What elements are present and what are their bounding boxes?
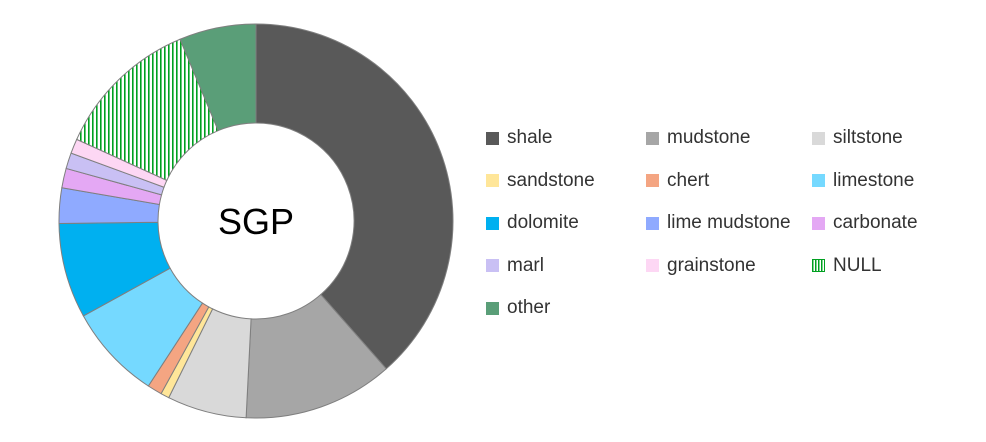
legend-item-other: other — [486, 294, 646, 322]
legend-swatch — [646, 259, 659, 272]
legend-label: lime mudstone — [667, 212, 791, 233]
legend-swatch — [646, 216, 659, 230]
legend-item-carbonate: carbonate — [812, 209, 942, 237]
legend-swatch — [486, 216, 499, 230]
legend-label: siltstone — [833, 127, 903, 148]
legend-swatch — [486, 174, 499, 187]
slice-shale — [255, 23, 454, 370]
slice-other — [179, 23, 257, 132]
legend-label: marl — [507, 254, 544, 276]
legend-swatch — [812, 131, 825, 145]
legend-label: grainstone — [667, 254, 756, 276]
legend-swatch — [486, 131, 499, 145]
legend-label: shale — [507, 127, 553, 148]
legend-item-sandstone: sandstone — [486, 167, 646, 195]
legend-item-chert: chert — [646, 167, 812, 195]
legend-label: mudstone — [667, 127, 751, 148]
legend-item-marl: marl — [486, 252, 646, 280]
legend-swatch — [646, 174, 659, 187]
legend-swatch — [646, 131, 659, 145]
legend: shale mudstone siltstone sandstone chert lime… — [486, 124, 942, 337]
legend-swatch — [486, 259, 499, 272]
legend-item-siltstone: siltstone — [812, 124, 942, 152]
donut-chart: SGP — [58, 23, 454, 419]
legend-label: NULL — [833, 254, 882, 276]
legend-swatch — [486, 301, 499, 315]
legend-label: chert — [667, 169, 710, 191]
legend-item-shale: shale — [486, 124, 646, 152]
legend-swatch — [812, 216, 825, 230]
legend-swatch — [812, 174, 825, 187]
legend-item-null: NULL — [812, 252, 942, 280]
center-label: SGP — [218, 201, 294, 242]
legend-item-mudstone: mudstone — [646, 124, 812, 152]
donut-slices — [58, 23, 454, 419]
legend-label: carbonate — [833, 212, 918, 233]
legend-label: limestone — [833, 169, 915, 191]
legend-item-grainstone: grainstone — [646, 252, 812, 280]
legend-item-lime-mudstone: lime mudstone — [646, 209, 812, 237]
legend-label: other — [507, 297, 551, 318]
legend-label: sandstone — [507, 169, 595, 191]
legend-label: dolomite — [507, 212, 579, 233]
legend-item-dolomite: dolomite — [486, 209, 646, 237]
legend-item-limestone: limestone — [812, 167, 942, 195]
legend-swatch — [812, 259, 825, 272]
